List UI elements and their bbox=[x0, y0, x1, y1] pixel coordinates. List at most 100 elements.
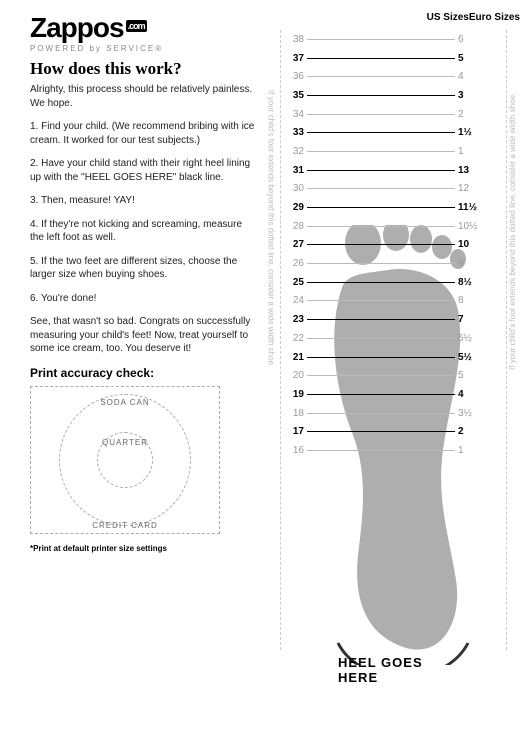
ruler-row: 19 4 bbox=[283, 385, 483, 404]
ruler-row: 364 bbox=[283, 67, 483, 86]
us-size: 20 bbox=[283, 370, 307, 381]
width-note-right: If your child's foot extends beyond this… bbox=[508, 90, 518, 370]
us-size: 31 bbox=[283, 165, 307, 176]
ruler-line bbox=[307, 450, 455, 451]
us-size: 24 bbox=[283, 295, 307, 306]
ruler-line bbox=[307, 300, 455, 301]
ruler-chart: 386375364353342331½321311330122911½2810½… bbox=[283, 30, 503, 730]
ruler-row: 24 8 bbox=[283, 292, 483, 311]
eu-size: 3 bbox=[455, 90, 483, 101]
soda-label: SODA CAN bbox=[100, 398, 149, 407]
ruler-line bbox=[307, 263, 455, 264]
ruler-line bbox=[307, 207, 455, 208]
accuracy-box: SODA CAN QUARTER CREDIT CARD bbox=[30, 386, 220, 534]
us-size: 37 bbox=[283, 53, 307, 64]
ruler-row: 3012 bbox=[283, 180, 483, 199]
page-root: Zappos .com POWERED by SERVICE® US Sizes… bbox=[0, 0, 530, 749]
ruler-line bbox=[307, 394, 455, 395]
us-size: 21 bbox=[283, 352, 307, 363]
ruler-row: 331½ bbox=[283, 123, 483, 142]
ruler-line bbox=[307, 338, 455, 339]
width-note-left: If your child's foot extends beyond this… bbox=[266, 90, 276, 370]
us-size: 18 bbox=[283, 408, 307, 419]
ruler-row: 2810½ bbox=[283, 217, 483, 236]
ruler-row: 3113 bbox=[283, 161, 483, 180]
us-size: 23 bbox=[283, 314, 307, 325]
ruler-line bbox=[307, 132, 455, 133]
ruler-line bbox=[307, 244, 455, 245]
ruler-line bbox=[307, 76, 455, 77]
us-size: 19 bbox=[283, 389, 307, 400]
ruler-row: 21 5½ bbox=[283, 348, 483, 367]
us-size: 38 bbox=[283, 34, 307, 45]
eu-size: 7 bbox=[455, 314, 483, 325]
ruler-line bbox=[307, 39, 455, 40]
us-size: 34 bbox=[283, 109, 307, 120]
us-size: 17 bbox=[283, 426, 307, 437]
heel-label: HEEL GOES HERE bbox=[338, 655, 448, 685]
eu-size: 8 bbox=[455, 295, 483, 306]
ruler-line bbox=[307, 226, 455, 227]
eu-size: 5 bbox=[455, 53, 483, 64]
ruler-line bbox=[307, 319, 455, 320]
soda-can-circle: SODA CAN QUARTER bbox=[59, 394, 191, 526]
step-1: 1. Find your child. (We recommend bribin… bbox=[30, 120, 255, 147]
us-size: 22 bbox=[283, 333, 307, 344]
intro-text: Alrighty, this process should be relativ… bbox=[30, 83, 255, 110]
us-size: 26 bbox=[283, 258, 307, 269]
eu-size: 9 bbox=[455, 258, 483, 269]
us-size: 27 bbox=[283, 239, 307, 250]
eu-size: 4 bbox=[455, 389, 483, 400]
eu-size: 5 bbox=[455, 370, 483, 381]
ruler-line bbox=[307, 188, 455, 189]
eu-size: 2 bbox=[455, 109, 483, 120]
size-labels: US SizesEuro Sizes bbox=[427, 12, 520, 23]
eu-size: 4 bbox=[455, 71, 483, 82]
eu-size: 6½ bbox=[455, 333, 483, 344]
us-size: 28 bbox=[283, 221, 307, 232]
dotted-line-right bbox=[506, 30, 507, 650]
ruler-row: 34 2 bbox=[283, 105, 483, 124]
logo-suffix: .com bbox=[126, 20, 147, 32]
ruler-row: 17 2 bbox=[283, 422, 483, 441]
step-3: 3. Then, measure! YAY! bbox=[30, 194, 255, 208]
us-size: 30 bbox=[283, 183, 307, 194]
logo-block: Zappos .com POWERED by SERVICE® bbox=[30, 12, 190, 53]
quarter-label: QUARTER bbox=[102, 438, 148, 447]
step-4: 4. If they're not kicking and screaming,… bbox=[30, 218, 255, 245]
us-size: 25 bbox=[283, 277, 307, 288]
ruler-row: 27 10 bbox=[283, 236, 483, 255]
step-2: 2. Have your child stand with their righ… bbox=[30, 157, 255, 184]
step-5: 5. If the two feet are different sizes, … bbox=[30, 255, 255, 282]
ruler-row: 23 7 bbox=[283, 310, 483, 329]
eu-size: 11½ bbox=[455, 202, 483, 213]
ruler-row: 20 5 bbox=[283, 366, 483, 385]
ruler-row: 22 6½ bbox=[283, 329, 483, 348]
eu-size: 8½ bbox=[455, 277, 483, 288]
step-6: 6. You're done! bbox=[30, 292, 255, 306]
ruler-row: 25 8½ bbox=[283, 273, 483, 292]
ruler-row: 386 bbox=[283, 30, 483, 49]
eu-size: 1 bbox=[455, 445, 483, 456]
logo-main: Zappos .com bbox=[30, 12, 190, 44]
eu-size: 5½ bbox=[455, 352, 483, 363]
eu-size: 1 bbox=[455, 146, 483, 157]
ruler-line bbox=[307, 95, 455, 96]
ruler-row: 26 9 bbox=[283, 254, 483, 273]
ruler-row: 183½ bbox=[283, 404, 483, 423]
ruler-line bbox=[307, 431, 455, 432]
ruler-row: 321 bbox=[283, 142, 483, 161]
logo-tagline: POWERED by SERVICE® bbox=[30, 44, 190, 53]
ruler-lines: 386375364353342331½321311330122911½2810½… bbox=[283, 30, 483, 460]
eu-size: 10 bbox=[455, 239, 483, 250]
outro-text: See, that wasn't so bad. Congrats on suc… bbox=[30, 315, 255, 356]
ruler-line bbox=[307, 114, 455, 115]
euro-sizes-label: Euro Sizes bbox=[469, 12, 520, 23]
us-sizes-label: US Sizes bbox=[427, 12, 469, 23]
ruler-line bbox=[307, 170, 455, 171]
ruler-line bbox=[307, 282, 455, 283]
ruler-line bbox=[307, 413, 455, 414]
us-size: 35 bbox=[283, 90, 307, 101]
logo-name: Zappos bbox=[30, 12, 124, 44]
eu-size: 2 bbox=[455, 426, 483, 437]
